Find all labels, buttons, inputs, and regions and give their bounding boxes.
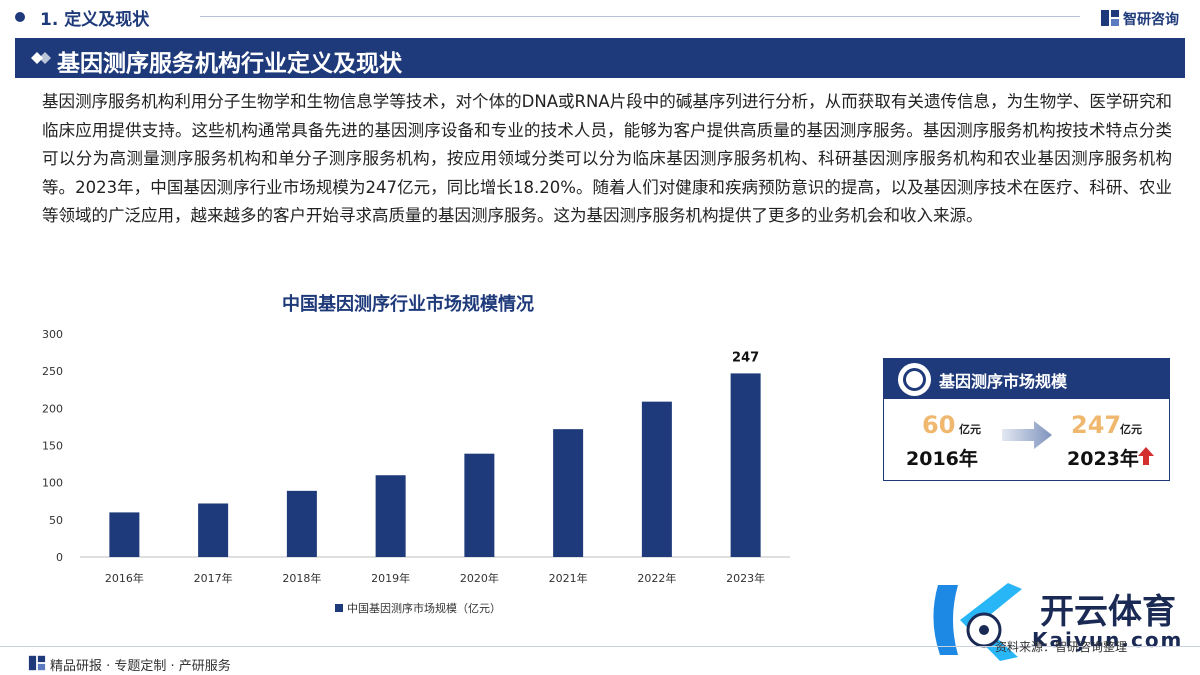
heading-band: 基因测序服务机构行业定义及现状 xyxy=(15,38,1185,78)
x-tick-label: 2023年 xyxy=(726,571,765,585)
legend-label: 中国基因测序市场规模（亿元） xyxy=(347,602,501,615)
section-bullet xyxy=(15,12,25,22)
y-tick-label: 200 xyxy=(42,402,63,415)
y-tick-label: 100 xyxy=(42,477,63,490)
section-title: 1. 定义及现状 xyxy=(40,10,150,30)
bar-6 xyxy=(641,401,672,557)
bar-1 xyxy=(198,503,229,557)
source-note: 资料来源：智研咨询整理 xyxy=(995,640,1128,654)
start-year: 2016年 xyxy=(906,448,978,470)
right-arrow-icon xyxy=(1002,421,1052,449)
x-tick-label: 2017年 xyxy=(194,571,233,585)
x-tick-label: 2021年 xyxy=(549,571,588,585)
page-title: 基因测序服务机构行业定义及现状 xyxy=(57,51,402,77)
end-year: 2023年 xyxy=(1067,448,1139,470)
data-labels: 247 xyxy=(732,350,759,365)
start-value: 60 xyxy=(922,411,956,439)
chart-circle-icon xyxy=(898,363,931,396)
y-tick-label: 0 xyxy=(56,551,63,564)
card-header: 基因测序市场规模 xyxy=(884,359,1169,399)
x-tick-label: 2020年 xyxy=(460,571,499,585)
x-tick-label: 2016年 xyxy=(105,571,144,585)
top-divider xyxy=(200,16,1080,17)
double-diamond-icon xyxy=(31,52,51,64)
x-tick-label: 2018年 xyxy=(282,571,321,585)
data-label: 247 xyxy=(732,350,759,365)
card-title: 基因测序市场规模 xyxy=(939,372,1068,391)
x-axis-labels: 2016年 2017年 2018年 2019年 2020年 2021年 2022年 2023年 xyxy=(105,571,765,585)
bar-0 xyxy=(109,512,140,557)
y-tick-label: 50 xyxy=(49,514,63,527)
y-tick-label: 150 xyxy=(42,440,63,453)
overlay-domain: Kaiyun.com xyxy=(1032,628,1184,652)
market-size-card: 基因测序市场规模 60 亿元 2016年 247 亿元 2023年 xyxy=(883,358,1170,481)
chart-circle-icon-inner xyxy=(903,368,926,391)
brand[interactable]: 智研咨询 xyxy=(1100,7,1192,29)
bottom-divider xyxy=(0,646,1200,647)
x-tick-label: 2022年 xyxy=(637,571,676,585)
definition-paragraph: 基因测序服务机构利用分子生物学和生物信息学等技术，对个体的DNA或RNA片段中的… xyxy=(42,92,1172,225)
y-tick-label: 250 xyxy=(42,365,63,378)
kaiyun-logo-icon xyxy=(933,583,1022,661)
bar-2 xyxy=(286,490,317,557)
bars xyxy=(109,373,761,557)
footer-services: 精品研报 · 专题定制 · 产研服务 xyxy=(50,659,231,674)
end-unit: 亿元 xyxy=(1120,423,1142,436)
bar-5 xyxy=(553,429,584,557)
chart-title: 中国基因测序行业市场规模情况 xyxy=(282,294,534,315)
brand-name: 智研咨询 xyxy=(1123,12,1179,28)
x-tick-label: 2019年 xyxy=(371,571,410,585)
end-value: 247 xyxy=(1071,411,1122,439)
bar-4 xyxy=(464,453,495,557)
top-bar: 1. 定义及现状 智研咨询 xyxy=(0,0,1200,34)
legend-swatch xyxy=(335,604,343,612)
footer-logo-icon xyxy=(28,655,46,671)
brand-logo-icon xyxy=(1101,10,1119,26)
bar-3 xyxy=(375,475,406,557)
y-tick-label: 300 xyxy=(42,328,63,341)
up-arrow-icon xyxy=(1138,447,1154,465)
y-axis: 0 50 100 150 200 250 300 xyxy=(42,328,63,564)
start-unit: 亿元 xyxy=(959,423,981,436)
overlay-name: 开云体育 xyxy=(1040,592,1176,632)
bar-7 xyxy=(730,373,761,557)
